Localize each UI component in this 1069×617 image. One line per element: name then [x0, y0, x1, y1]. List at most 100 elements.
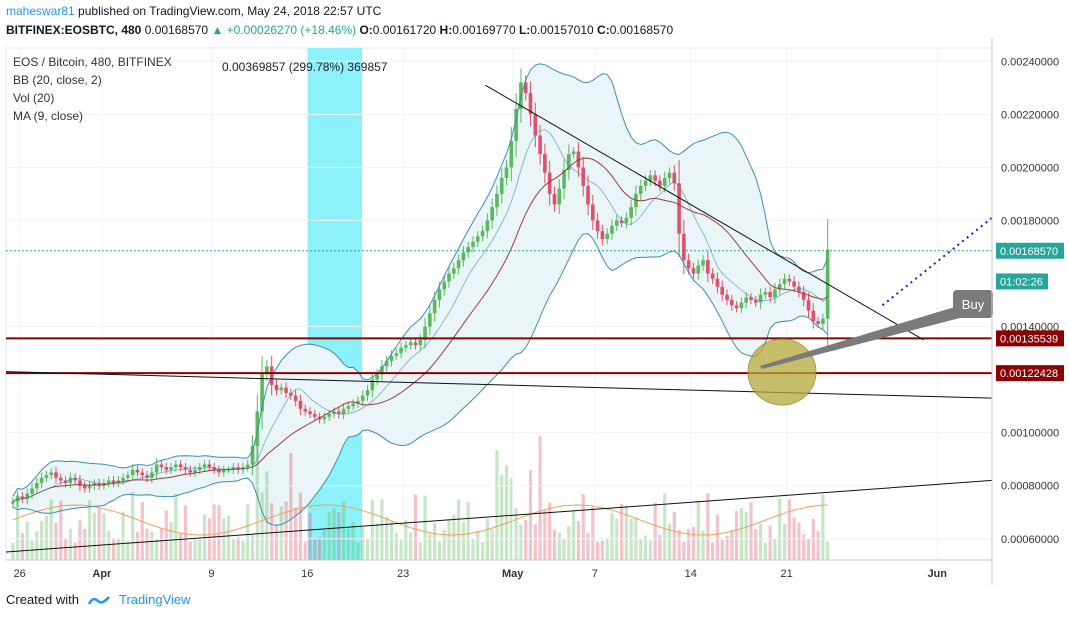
volume-bar [734, 511, 739, 560]
tradingview-logo-icon [87, 595, 110, 605]
candle-body [485, 220, 490, 232]
buy-callout-label: Buy [962, 297, 985, 312]
candle-body [217, 469, 221, 473]
legend-vol[interactable]: Vol (20) [13, 91, 55, 105]
volume-bar [54, 522, 58, 560]
buy-callout-box [953, 290, 993, 318]
candle-body [811, 310, 816, 322]
candle-body [207, 464, 212, 468]
volume-bar [274, 524, 279, 560]
volume-bar [461, 522, 465, 560]
volume-bar [548, 502, 552, 560]
volume-bar [619, 503, 624, 560]
price-tag-label: 0.00135539 [1000, 333, 1058, 345]
candle-body [691, 268, 696, 274]
candle-body [662, 177, 667, 186]
candle-body [293, 395, 298, 401]
volume-bar [476, 530, 480, 560]
open-value: 0.00161720 [372, 23, 437, 37]
candle-body [452, 268, 456, 274]
volume-bar [787, 499, 791, 560]
candle-body [308, 411, 312, 415]
candle-body [274, 384, 279, 391]
volume-bar [351, 521, 355, 560]
ma-line [12, 129, 828, 502]
volume-bar [711, 542, 715, 560]
volume-bar [720, 539, 724, 560]
candle-body [605, 233, 609, 240]
volume-bar [524, 519, 528, 560]
candle-body [648, 175, 653, 181]
volume-bar [102, 513, 106, 560]
tradingview-brand[interactable]: TradingView [118, 592, 191, 607]
volume-bar [471, 538, 475, 560]
volume-bar [298, 492, 303, 560]
candle-body [706, 260, 710, 274]
callout-arrow [760, 306, 960, 369]
candle-body [116, 480, 121, 484]
candle-body [159, 464, 164, 468]
price-tag-last [996, 242, 1064, 259]
high-label: H: [439, 23, 453, 37]
candle-body [538, 135, 542, 155]
volume-bar [313, 539, 317, 560]
volume-bar [145, 528, 149, 560]
volume-bar [265, 471, 269, 560]
candle-body [360, 395, 365, 401]
candle-body [725, 294, 729, 301]
candle-body [447, 273, 451, 282]
candle-body [375, 374, 379, 380]
volume-bar [533, 524, 537, 560]
footer: Created with TradingView [6, 592, 191, 607]
y-tick-label: 0.00200000 [1001, 162, 1059, 174]
close-value: 0.00168570 [609, 23, 674, 37]
volume-bar [768, 525, 772, 560]
candle-body [619, 220, 624, 224]
volume-bar [758, 523, 763, 560]
candle-body [164, 467, 169, 470]
candle-body [413, 342, 418, 346]
trendline [5, 371, 993, 399]
candle-body [643, 180, 648, 186]
candle-body [571, 151, 576, 155]
price-tag-label: 01:02:26 [1000, 276, 1043, 288]
candle-body [341, 408, 346, 415]
volume-bar [806, 538, 811, 560]
candle-body [432, 300, 437, 314]
candle-body [260, 374, 264, 412]
volume-bar [111, 538, 116, 560]
candle-body [552, 193, 557, 205]
candle-body [92, 483, 97, 486]
volume-bar [691, 526, 696, 560]
volume-bar [155, 539, 159, 560]
legend-ma[interactable]: MA (9, close) [13, 109, 84, 123]
volume-bar [193, 538, 197, 560]
ohlc-header: BITFINEX:EOSBTC, 480 0.00168570 ▲ +0.000… [6, 23, 673, 37]
candle-body [78, 480, 82, 486]
candle-body [154, 464, 159, 473]
volume-bar [495, 450, 499, 560]
volume-bar [572, 509, 576, 560]
legend-title[interactable]: EOS / Bitcoin, 480, BITFINEX [13, 55, 172, 69]
candle-body [471, 241, 475, 247]
candle-body [30, 488, 34, 494]
x-tick-label: Apr [92, 568, 112, 580]
volume-bar [35, 531, 39, 560]
legend-bb[interactable]: BB (20, close, 2) [13, 73, 102, 87]
author-link[interactable]: maheswar81 [6, 4, 75, 18]
candle-body [816, 321, 820, 324]
candle-body [121, 477, 125, 481]
volume-bar [663, 493, 667, 560]
volume-bar [418, 542, 422, 560]
volume-bar [480, 542, 485, 560]
price-tag-label: 0.00168570 [1000, 246, 1058, 258]
x-tick-label: 7 [592, 568, 598, 580]
candle-body [284, 387, 288, 393]
y-tick-label: 0.00080000 [1001, 481, 1059, 493]
candle-body [404, 345, 408, 348]
candle-body [509, 140, 514, 168]
volume-bar [246, 504, 250, 560]
candle-body [49, 472, 53, 476]
candle-body [801, 292, 806, 301]
